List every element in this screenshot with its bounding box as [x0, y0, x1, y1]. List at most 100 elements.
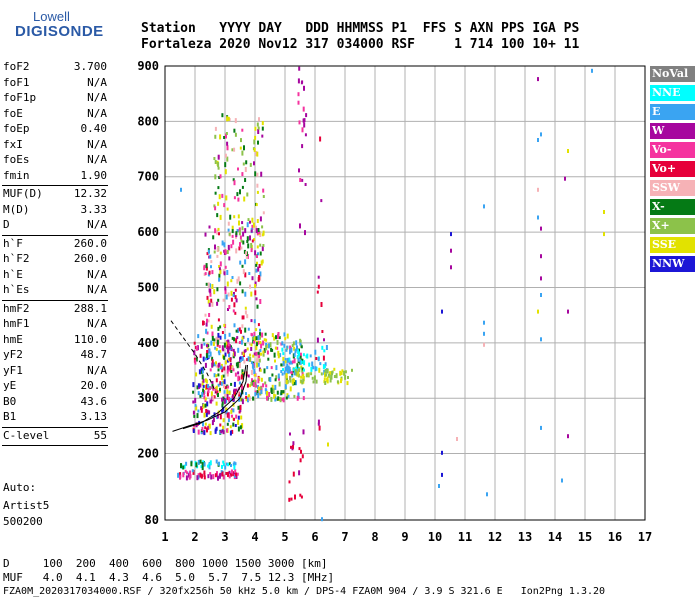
- echo-point: [235, 472, 237, 477]
- echo-point: [223, 242, 226, 248]
- echo-point: [217, 298, 220, 302]
- echo-point: [244, 349, 247, 353]
- echo-point: [224, 386, 227, 390]
- echo-point: [279, 397, 282, 403]
- echo-point: [241, 369, 244, 375]
- echo-point: [290, 497, 293, 501]
- echo-point: [234, 132, 237, 137]
- echo-point: [265, 343, 268, 347]
- echo-point: [192, 382, 195, 388]
- echo-point: [246, 314, 249, 319]
- echo-point: [215, 459, 218, 464]
- echo-point: [196, 413, 199, 419]
- echo-point: [224, 169, 227, 175]
- echo-point: [603, 232, 605, 237]
- echo-point: [235, 388, 238, 392]
- echo-point: [343, 370, 346, 376]
- echo-point: [221, 331, 224, 334]
- legend-entry: Vo+: [650, 161, 695, 177]
- echo-point: [294, 494, 296, 500]
- echo-point: [223, 398, 226, 404]
- param-value: 260.0: [73, 236, 107, 250]
- echo-point: [233, 351, 236, 357]
- echo-point: [250, 347, 253, 351]
- echo-point: [227, 417, 230, 423]
- echo-point: [218, 273, 221, 278]
- echo-point: [298, 66, 301, 71]
- echo-point: [238, 220, 240, 226]
- echo-point: [244, 178, 247, 182]
- echo-point: [237, 327, 240, 333]
- echo-point: [234, 391, 236, 396]
- echo-point: [205, 282, 208, 286]
- echo-point: [188, 473, 190, 477]
- echo-point: [257, 228, 260, 232]
- echo-point: [537, 309, 539, 314]
- echo-point: [256, 362, 259, 368]
- param-separator: [2, 299, 108, 301]
- echo-point: [235, 248, 238, 254]
- echo-point: [299, 355, 302, 359]
- echo-point: [233, 196, 236, 200]
- echo-point: [231, 429, 234, 434]
- echo-point: [192, 469, 195, 475]
- echo-point: [246, 347, 249, 351]
- echo-point: [281, 347, 284, 352]
- echo-point: [240, 374, 243, 380]
- echo-point: [217, 186, 220, 190]
- echo-point: [302, 396, 305, 401]
- echo-point: [239, 356, 242, 360]
- echo-point: [266, 366, 269, 370]
- echo-point: [239, 235, 242, 240]
- echo-point: [208, 313, 211, 317]
- param-name: yF2: [3, 348, 23, 361]
- echo-point: [218, 194, 221, 200]
- echo-point: [228, 305, 231, 309]
- x-tick-label: 3: [221, 530, 228, 544]
- echo-point: [226, 281, 229, 287]
- echo-point: [537, 138, 539, 142]
- echo-point: [231, 148, 234, 152]
- echo-point: [205, 409, 208, 413]
- echo-point: [309, 354, 312, 358]
- echo-point: [203, 412, 206, 418]
- echo-point: [276, 339, 279, 345]
- echo-point: [301, 80, 304, 84]
- echo-point: [310, 366, 313, 372]
- echo-point: [207, 249, 210, 254]
- echo-point: [303, 122, 306, 128]
- echo-point: [180, 463, 182, 469]
- echo-point: [220, 363, 223, 368]
- echo-point: [294, 349, 297, 354]
- echo-point: [298, 368, 301, 373]
- echo-point: [219, 325, 222, 329]
- echo-point: [318, 425, 321, 431]
- echo-point: [232, 239, 235, 245]
- echo-point: [259, 332, 261, 338]
- x-tick-label: 15: [578, 530, 592, 544]
- echo-point: [297, 357, 300, 362]
- echo-point: [274, 346, 277, 350]
- echo-point: [221, 471, 224, 477]
- param-name: foF2: [3, 60, 30, 73]
- echo-point: [207, 282, 210, 288]
- echo-point: [306, 353, 309, 359]
- echo-point: [226, 250, 229, 254]
- x-tick-label: 17: [638, 530, 652, 544]
- echo-point: [234, 295, 237, 300]
- echo-point: [226, 373, 229, 377]
- echo-point: [191, 469, 194, 473]
- echo-point: [246, 222, 249, 228]
- echo-point: [233, 388, 236, 392]
- echo-point: [258, 353, 261, 358]
- echo-point: [210, 265, 212, 269]
- echo-point: [195, 462, 198, 468]
- echo-point: [192, 410, 195, 415]
- echo-point: [239, 404, 242, 410]
- echo-point: [320, 372, 323, 376]
- echo-point: [245, 395, 248, 399]
- echo-point: [185, 461, 188, 466]
- echo-point: [296, 354, 299, 359]
- echo-point: [246, 383, 249, 388]
- x-tick-label: 6: [311, 530, 318, 544]
